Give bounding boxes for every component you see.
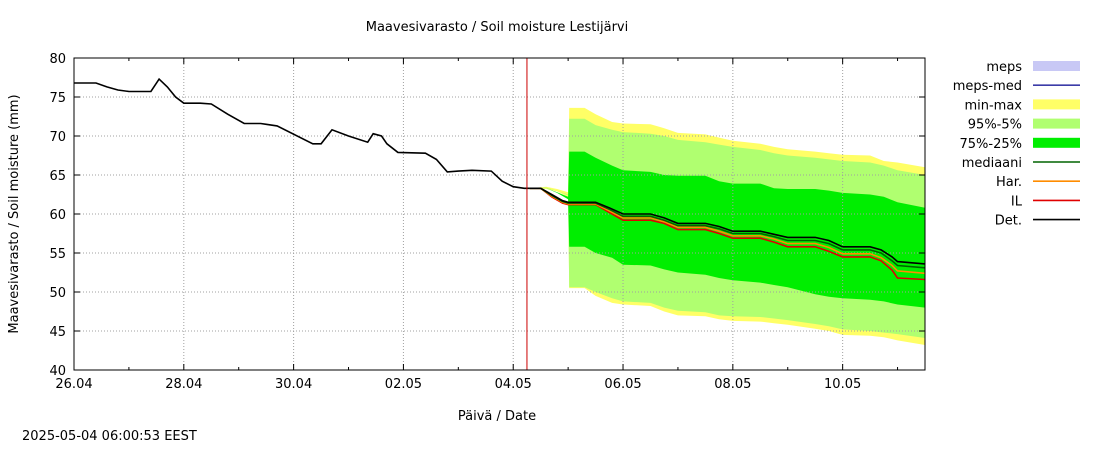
legend-label-minmax: min-max: [964, 98, 1022, 113]
x-tick-label: 04.05: [495, 377, 532, 392]
y-tick-label: 45: [49, 325, 66, 340]
y-tick-label: 40: [49, 364, 66, 379]
legend-label-meps: meps: [986, 60, 1022, 75]
y-axis-label: Maavesivarasto / Soil moisture (mm): [7, 94, 22, 333]
y-tick-label: 50: [49, 286, 66, 301]
timestamp: 2025-05-04 06:00:53 EEST: [22, 429, 197, 444]
legend-swatch-meps: [1033, 61, 1080, 71]
legend-label-p75_25: 75%-25%: [960, 137, 1022, 152]
x-axis: 26.04 28.04 30.04 02.05 04.05 06.05 08.05 10.05: [55, 58, 899, 392]
legend-swatch-minmax: [1033, 99, 1080, 110]
legend: meps meps-med min-max 95%-5% 75%-25% mediaani…: [953, 60, 1080, 229]
legend-swatch-p95_5: [1033, 118, 1080, 129]
y-tick-label: 60: [49, 208, 66, 223]
legend-label-meps_med: meps-med: [953, 79, 1022, 94]
y-tick-label: 80: [49, 52, 66, 67]
legend-label-median: mediaani: [962, 156, 1022, 171]
chart-title: Maavesivarasto / Soil moisture Lestijärv…: [366, 20, 628, 35]
legend-swatch-p75_25: [1033, 137, 1080, 148]
x-tick-label: 28.04: [165, 377, 202, 392]
series-line-det-observed: [74, 77, 530, 190]
legend-label-har: Har.: [996, 175, 1022, 190]
legend-label-p95_5: 95%-5%: [968, 118, 1022, 133]
plot-area: [73, 57, 926, 371]
x-tick-label: 02.05: [385, 377, 422, 392]
y-tick-label: 75: [49, 91, 66, 106]
y-axis: 40 45 50 55 60 65 70 75 80: [49, 52, 925, 379]
y-tick-label: 70: [49, 130, 66, 145]
legend-label-il: IL: [1011, 194, 1023, 209]
x-tick-label: 10.05: [824, 377, 861, 392]
series-line-det-forecast: [529, 187, 926, 265]
y-tick-label: 65: [49, 169, 66, 184]
legend-label-det: Det.: [995, 214, 1022, 229]
x-tick-label: 26.04: [55, 377, 92, 392]
x-axis-label: Päivä / Date: [458, 409, 536, 424]
y-tick-label: 55: [49, 247, 66, 262]
x-tick-label: 08.05: [714, 377, 751, 392]
x-tick-label: 06.05: [604, 377, 641, 392]
x-tick-label: 30.04: [275, 377, 312, 392]
